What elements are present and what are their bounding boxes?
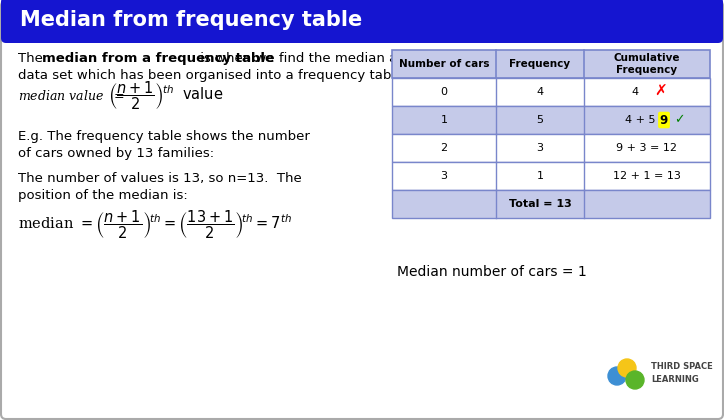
Bar	[392, 78, 710, 106]
Text: Cumulative
Frequency: Cumulative Frequency	[614, 53, 681, 75]
Bar	[392, 190, 710, 218]
Text: of cars owned by 13 families:: of cars owned by 13 families:	[18, 147, 214, 160]
FancyBboxPatch shape	[1, 0, 723, 43]
Text: 4: 4	[631, 87, 639, 97]
Text: The number of values is 13, so n=13.  The: The number of values is 13, so n=13. The	[18, 172, 302, 185]
Text: Median from frequency table: Median from frequency table	[20, 10, 362, 30]
Circle shape	[608, 367, 626, 385]
Text: is when we find the median average from a: is when we find the median average from …	[196, 52, 492, 65]
Text: median from a frequency table: median from a frequency table	[42, 52, 274, 65]
Text: 5: 5	[536, 115, 544, 125]
Bar	[392, 106, 710, 134]
Text: 9: 9	[660, 113, 668, 126]
Text: 1: 1	[536, 171, 544, 181]
Text: $\left(\dfrac{n+1}{2}\right)^{\!th}$  value: $\left(\dfrac{n+1}{2}\right)^{\!th}$ val…	[108, 80, 224, 112]
Text: 4: 4	[536, 87, 544, 97]
Text: 3: 3	[440, 171, 447, 181]
Bar	[392, 162, 710, 190]
Text: 3: 3	[536, 143, 544, 153]
Text: 12 + 1 = 13: 12 + 1 = 13	[613, 171, 681, 181]
Text: position of the median is:: position of the median is:	[18, 189, 188, 202]
Text: ✓: ✓	[674, 113, 684, 126]
Text: The: The	[18, 52, 47, 65]
Text: Frequency: Frequency	[510, 59, 571, 69]
Text: median $= \left(\dfrac{n+1}{2}\right)^{\!th} = \left(\dfrac{13+1}{2}\right)^{\!t: median $= \left(\dfrac{n+1}{2}\right)^{\…	[18, 209, 292, 241]
Text: median value  $=$: median value $=$	[18, 89, 125, 103]
Text: 2: 2	[440, 143, 447, 153]
Circle shape	[618, 359, 636, 377]
Text: Total = 13: Total = 13	[509, 199, 571, 209]
Circle shape	[626, 371, 644, 389]
Bar	[392, 50, 710, 78]
Text: ✗: ✗	[654, 84, 668, 99]
Text: Median number of cars = 1: Median number of cars = 1	[397, 265, 586, 279]
Bar	[392, 134, 710, 162]
Text: 1: 1	[440, 115, 447, 125]
Text: THIRD SPACE
LEARNING: THIRD SPACE LEARNING	[651, 362, 712, 384]
Text: Number of cars: Number of cars	[399, 59, 489, 69]
Text: E.g. The frequency table shows the number: E.g. The frequency table shows the numbe…	[18, 130, 310, 143]
Text: data set which has been organised into a frequency table.: data set which has been organised into a…	[18, 69, 408, 82]
Text: 4 + 5 =: 4 + 5 =	[625, 115, 672, 125]
Text: 0: 0	[440, 87, 447, 97]
Text: 9 + 3 = 12: 9 + 3 = 12	[617, 143, 678, 153]
Bar	[6, 24, 718, 38]
